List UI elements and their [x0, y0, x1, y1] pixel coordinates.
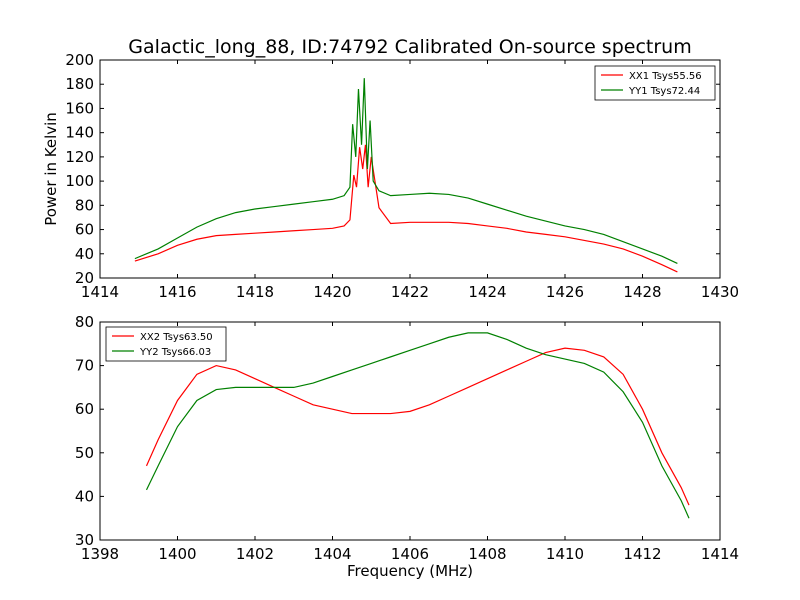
- x-tick-label-bottom: 1412: [623, 545, 661, 563]
- x-tick-label-bottom: 1398: [81, 545, 119, 563]
- y-tick-label-top: 40: [75, 245, 94, 263]
- x-tick-label-top: 1416: [158, 283, 196, 301]
- series-line-top-2: [134, 78, 678, 265]
- y-tick-label-top: 200: [65, 51, 94, 69]
- x-tick-label-bottom: 1410: [546, 545, 584, 563]
- chart-bottom: 1398 1400 1402 1404 1406 1408 1410 1412 1414 30 40…: [75, 313, 739, 580]
- y-axis-label-top: Power in Kelvin: [42, 112, 60, 226]
- legend-entry-top-1: XX1 Tsys55.56: [629, 71, 702, 82]
- x-tick-label-bottom: 1408: [468, 545, 506, 563]
- x-tick-label-bottom: 1406: [391, 545, 429, 563]
- series-line-top-1: [134, 144, 678, 273]
- legend-entry-bottom-1: XX2 Tsys63.50: [140, 332, 213, 343]
- legend-box-top: [594, 65, 716, 101]
- x-tick-label-top: 1420: [313, 283, 351, 301]
- y-tick-label-bottom: 50: [75, 444, 94, 462]
- y-tick-label-bottom: 30: [75, 531, 94, 549]
- legend-entry-bottom-2: YY2 Tsys66.03: [139, 347, 211, 358]
- series-line-bottom-2: [145, 332, 690, 519]
- series-line-bottom-1: [145, 347, 690, 506]
- y-tick-label-bottom: 40: [75, 487, 94, 505]
- y-tick-label-bottom: 80: [75, 313, 94, 331]
- x-tick-label-bottom: 1402: [236, 545, 274, 563]
- x-tick-label-bottom: 1414: [701, 545, 739, 563]
- y-tick-label-top: 160: [65, 99, 94, 117]
- x-tick-label-top: 1422: [391, 283, 429, 301]
- x-tick-label-bottom: 1404: [313, 545, 351, 563]
- y-tick-label-top: 140: [65, 124, 94, 142]
- y-tick-label-top: 20: [75, 269, 94, 287]
- y-tick-label-bottom: 70: [75, 357, 94, 375]
- x-tick-label-top: 1418: [236, 283, 274, 301]
- x-tick-label-top: 1428: [623, 283, 661, 301]
- legend-entry-top-2: YY1 Tsys72.44: [628, 86, 700, 97]
- x-tick-label-top: 1430: [701, 283, 739, 301]
- x-tick-label-top: 1426: [546, 283, 584, 301]
- y-tick-label-bottom: 60: [75, 400, 94, 418]
- y-tick-label-top: 180: [65, 75, 94, 93]
- y-tick-label-top: 80: [75, 196, 94, 214]
- legend-box-bottom: [105, 326, 227, 362]
- chart-top: 1414 1416 1418 1420 1422 1424 1426 1428 1430 20 40…: [42, 51, 739, 301]
- y-tick-label-top: 100: [65, 172, 94, 190]
- figure-title: Galactic_long_88, ID:74792 Calibrated On…: [128, 36, 691, 58]
- y-tick-label-top: 60: [75, 221, 94, 239]
- x-axis-label-bottom: Frequency (MHz): [347, 562, 473, 580]
- y-tick-label-top: 120: [65, 148, 94, 166]
- x-tick-label-bottom: 1400: [158, 545, 196, 563]
- x-tick-label-top: 1414: [81, 283, 119, 301]
- x-tick-label-top: 1424: [468, 283, 506, 301]
